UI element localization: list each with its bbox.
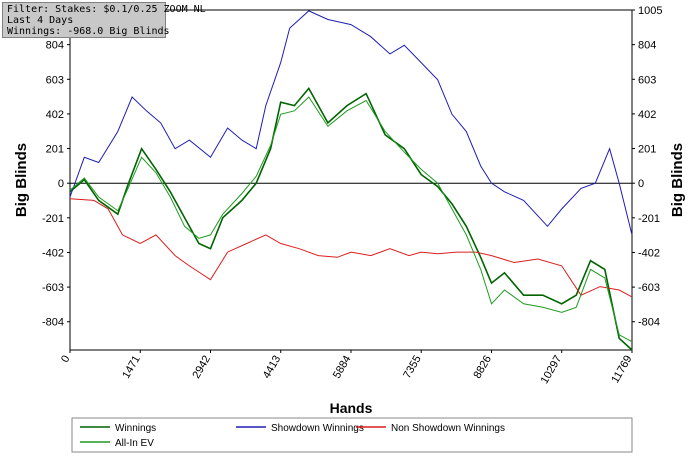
series-line-all-in-ev (69, 96, 633, 343)
y-tick-label-right: 603 (638, 74, 656, 86)
y-tick-label-left: -804 (42, 317, 64, 329)
x-tick-label: 7355 (401, 354, 424, 381)
legend-box (71, 417, 633, 453)
series-line-showdown-winnings (69, 10, 633, 236)
axes-layer: Hands Big Blinds Big Blinds (13, 9, 686, 416)
x-tick-label: 10297 (539, 354, 565, 386)
y-tick-label-left: 603 (46, 74, 64, 86)
series-line-non-showdown-winnings (69, 198, 633, 298)
y-tick-label-right: 1005 (638, 5, 662, 17)
y-tick-label-right: -402 (638, 247, 660, 259)
x-tick-label: 11769 (609, 354, 634, 386)
y-tick-label-left: 0 (58, 178, 64, 190)
filter-line-period: Last 4 Days (7, 15, 74, 26)
y-tick-label-right: 0 (638, 178, 644, 190)
filter-line-winnings: Winnings: -968.0 Big Blinds (7, 26, 170, 37)
y-tick-label-right: 201 (638, 144, 656, 156)
y-tick-label-left: 804 (46, 40, 64, 52)
legend-label: Winnings (115, 423, 156, 434)
legend-layer: Winnings Showdown Winnings Non Showdown Wi… (71, 417, 633, 453)
legend-label: All-In EV (115, 438, 154, 449)
y-tick-label-left: 402 (46, 109, 64, 121)
y-axis-title-right: Big Blinds (669, 143, 686, 217)
y-tick-label-left: -201 (42, 213, 64, 225)
y-tick-label-right: 804 (638, 40, 656, 52)
y-tick-label-right: -804 (638, 317, 660, 329)
x-tick-label: 8826 (471, 354, 494, 381)
y-tick-label-right: -603 (638, 282, 660, 294)
y-tick-label-left: -402 (42, 247, 64, 259)
filter-info-box: Filter: Stakes: $0.1/0.25 ZOOM NL Last 4… (2, 2, 206, 38)
x-tick-label: 2942 (190, 354, 213, 381)
y-tick-label-right: -201 (638, 213, 660, 225)
legend-label: Non Showdown Winnings (391, 423, 505, 434)
filter-line-stakes: Filter: Stakes: $0.1/0.25 ZOOM NL (7, 4, 206, 15)
x-axis-title: Hands (330, 400, 373, 416)
y-axis-title-left: Big Blinds (13, 143, 30, 217)
x-tick-label: 0 (59, 354, 72, 365)
y-tick-label-left: -603 (42, 282, 64, 294)
legend-label: Showdown Winnings (271, 423, 364, 434)
series-line-winnings (69, 86, 633, 351)
y-tick-label-right: 402 (638, 109, 656, 121)
plot-area (69, 9, 633, 351)
x-tick-label: 1471 (120, 354, 143, 381)
x-tick-label: 5884 (331, 354, 354, 381)
y-tick-label-left: 201 (46, 144, 64, 156)
series-layer (69, 10, 633, 351)
x-tick-label: 4413 (261, 354, 284, 381)
